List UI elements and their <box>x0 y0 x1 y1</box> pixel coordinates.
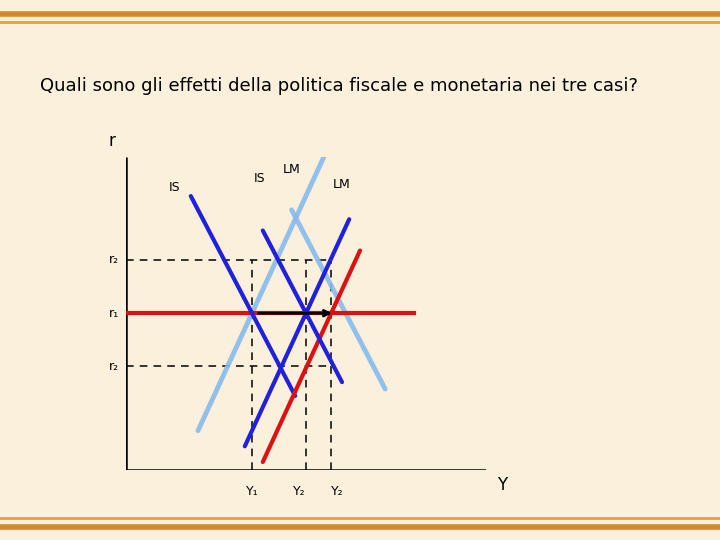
Text: Y₁: Y₁ <box>246 485 258 498</box>
Text: LM: LM <box>283 163 300 176</box>
Text: r₁: r₁ <box>109 307 119 320</box>
Text: Y: Y <box>497 476 507 495</box>
Text: IS: IS <box>253 172 265 185</box>
Text: Quali sono gli effetti della politica fiscale e monetaria nei tre casi?: Quali sono gli effetti della politica fi… <box>40 77 638 96</box>
Text: IS: IS <box>168 181 181 194</box>
Text: r: r <box>108 132 115 150</box>
Text: LM: LM <box>333 178 351 191</box>
Text: Y₂: Y₂ <box>293 485 306 498</box>
Text: r₂: r₂ <box>109 253 119 266</box>
Text: Y₂: Y₂ <box>331 485 344 498</box>
Text: r₂: r₂ <box>109 360 119 373</box>
